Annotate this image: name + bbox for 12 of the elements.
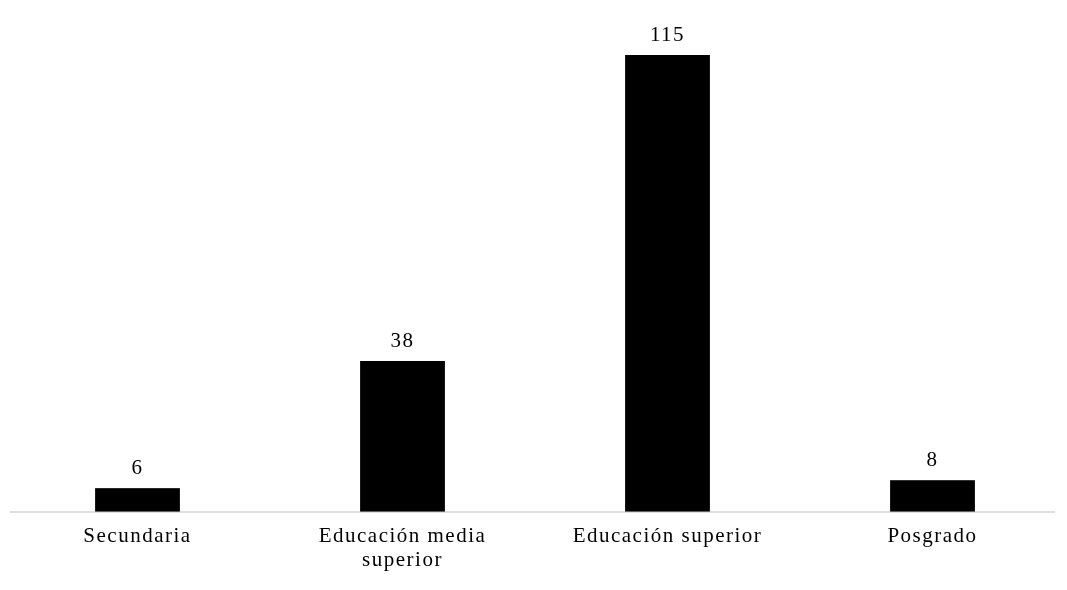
x-tick-label: Posgrado [887, 523, 978, 547]
data-label: 6 [131, 455, 144, 480]
x-tick-label: Educación media superior [318, 523, 487, 571]
x-tick-label: Educación superior [572, 523, 763, 547]
bar [890, 480, 975, 512]
bar [95, 488, 180, 512]
x-tick-label: Secundaria [83, 523, 192, 547]
bar [625, 55, 710, 512]
data-label: 8 [926, 447, 939, 472]
data-label: 115 [649, 22, 686, 46]
bar [360, 360, 445, 512]
data-label: 38 [390, 327, 415, 352]
